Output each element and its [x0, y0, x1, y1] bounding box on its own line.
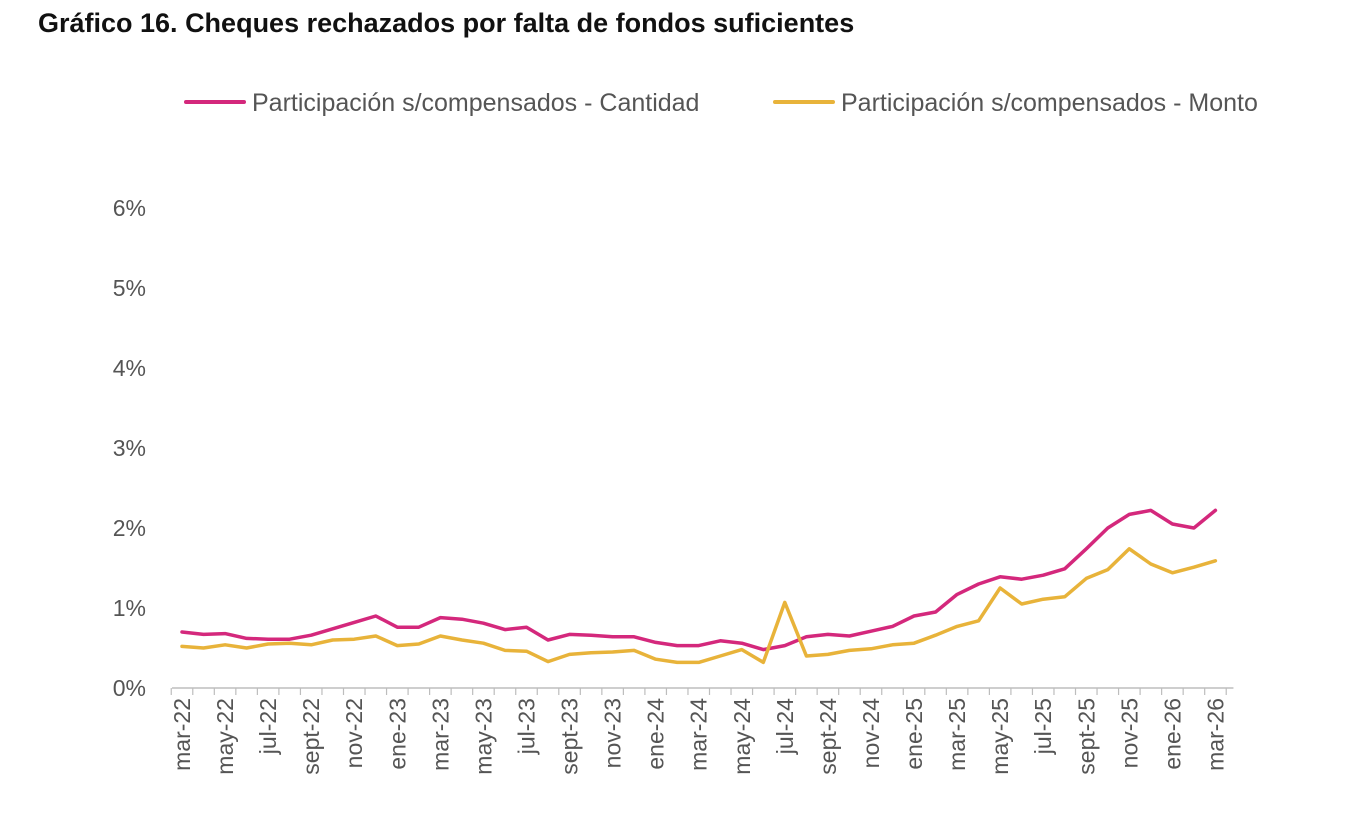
chart-legend: Participación s/compensados - Cantidad Pa… [184, 89, 1258, 117]
x-tick-label: nov-22 [341, 698, 367, 768]
x-tick-label: nov-23 [600, 698, 626, 768]
x-tick-label: ene-23 [384, 698, 410, 770]
x-tick-label: mar-26 [1202, 698, 1228, 771]
x-tick-label: sept-25 [1073, 698, 1099, 775]
x-tick-label: nov-24 [858, 698, 884, 769]
y-tick-label: 3% [113, 435, 146, 461]
x-axis: mar-22 may-22 jul-22 sept-22 nov-22 ene-23 mar… [169, 687, 1234, 775]
x-tick-label: ene-26 [1159, 698, 1185, 770]
y-tick-label: 2% [113, 515, 146, 541]
x-tick-label: jul-25 [1030, 698, 1056, 755]
x-tick-label: jul-24 [772, 698, 798, 755]
x-tick-label: may-23 [470, 698, 496, 775]
x-tick-label: sept-23 [557, 698, 583, 775]
x-tick-label: may-25 [987, 698, 1013, 775]
x-tick-label: mar-22 [169, 698, 195, 771]
y-tick-label: 1% [113, 595, 146, 621]
series-line-cantidad [180, 508, 1218, 652]
y-axis: 0% 1% 2% 3% 4% 5% 6% [113, 195, 146, 701]
series-group [180, 508, 1218, 665]
y-tick-label: 4% [113, 355, 146, 381]
legend-label: Participación s/compensados - Monto [841, 89, 1258, 117]
x-tick-label: ene-25 [901, 698, 927, 770]
chart-title: Gráfico 16. Cheques rechazados por falta… [38, 8, 855, 38]
legend-label: Participación s/compensados - Cantidad [252, 89, 699, 117]
y-tick-label: 5% [113, 275, 146, 301]
x-tick-label: mar-23 [427, 698, 453, 771]
series-line-monto [180, 547, 1218, 665]
x-tick-label: jul-22 [255, 698, 281, 755]
x-tick-label: ene-24 [643, 698, 669, 770]
x-tick-label: sept-24 [815, 698, 841, 775]
x-tick-label: sept-22 [298, 698, 324, 775]
x-tick-label: may-24 [729, 698, 755, 775]
x-tick-label: nov-25 [1116, 698, 1142, 768]
y-tick-label: 6% [113, 195, 146, 221]
y-tick-label: 0% [113, 675, 146, 701]
x-tick-label: mar-24 [686, 698, 712, 771]
x-tick-label: may-22 [212, 698, 238, 775]
x-tick-label: mar-25 [944, 698, 970, 771]
x-tick-label: jul-23 [513, 698, 539, 755]
